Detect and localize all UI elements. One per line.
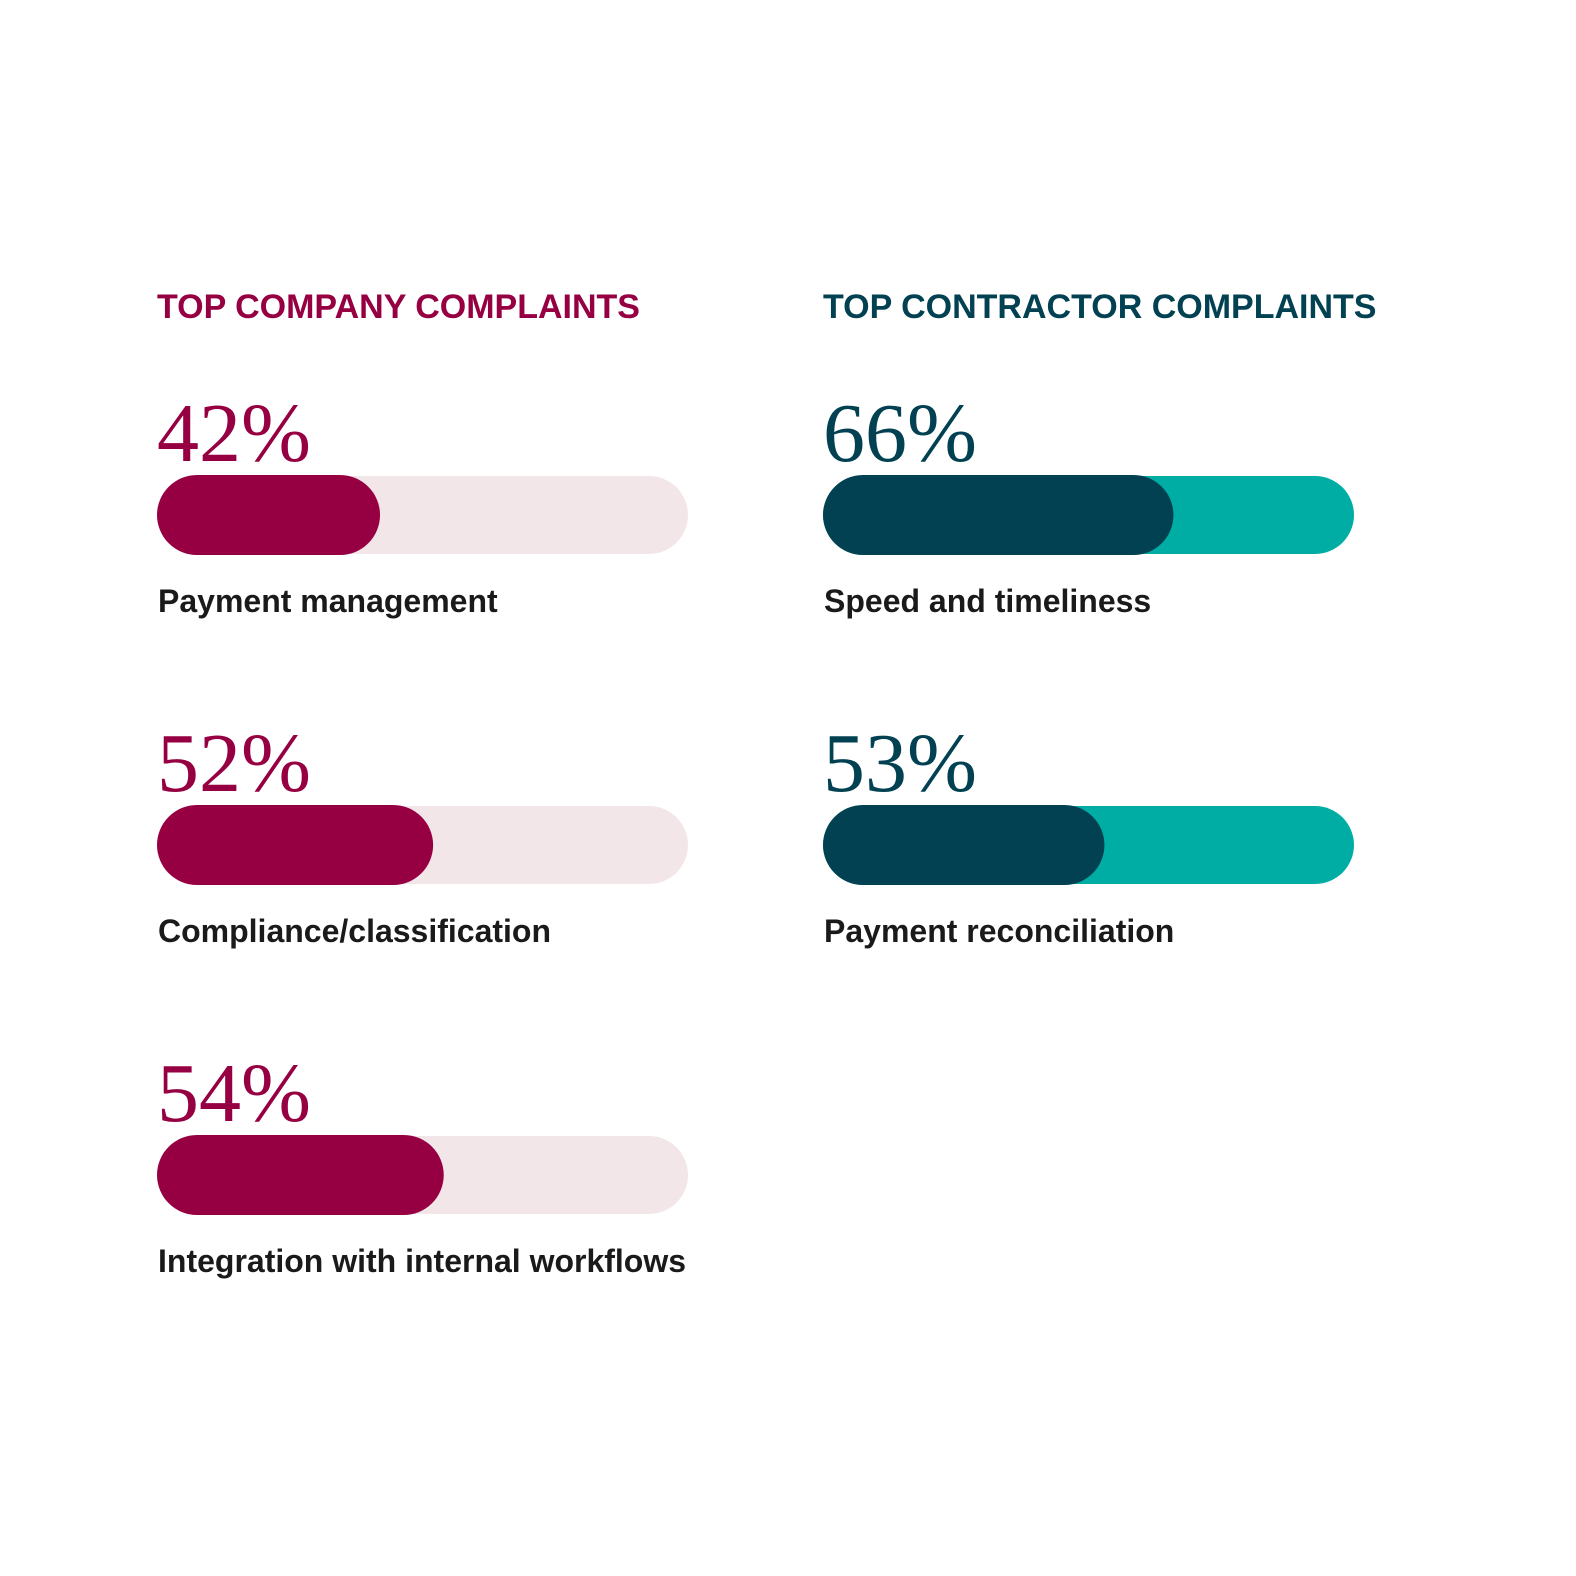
bar (823, 475, 1174, 555)
bar (157, 1135, 444, 1215)
value-label: 66% (823, 387, 977, 480)
bar (157, 475, 381, 555)
bar (157, 805, 434, 885)
category-label: Integration with internal workflows (158, 1243, 686, 1279)
value-label: 53% (823, 717, 977, 810)
category-label: Speed and timeliness (824, 583, 1151, 619)
bar (823, 805, 1105, 885)
category-label: Payment reconciliation (824, 913, 1174, 949)
group-title: TOP CONTRACTOR COMPLAINTS (823, 288, 1376, 326)
value-label: 52% (157, 717, 311, 810)
group-title: TOP COMPANY COMPLAINTS (157, 288, 640, 326)
value-label: 54% (157, 1047, 311, 1140)
category-label: Compliance/classification (158, 913, 551, 949)
category-label: Payment management (158, 583, 498, 619)
value-label: 42% (157, 387, 311, 480)
